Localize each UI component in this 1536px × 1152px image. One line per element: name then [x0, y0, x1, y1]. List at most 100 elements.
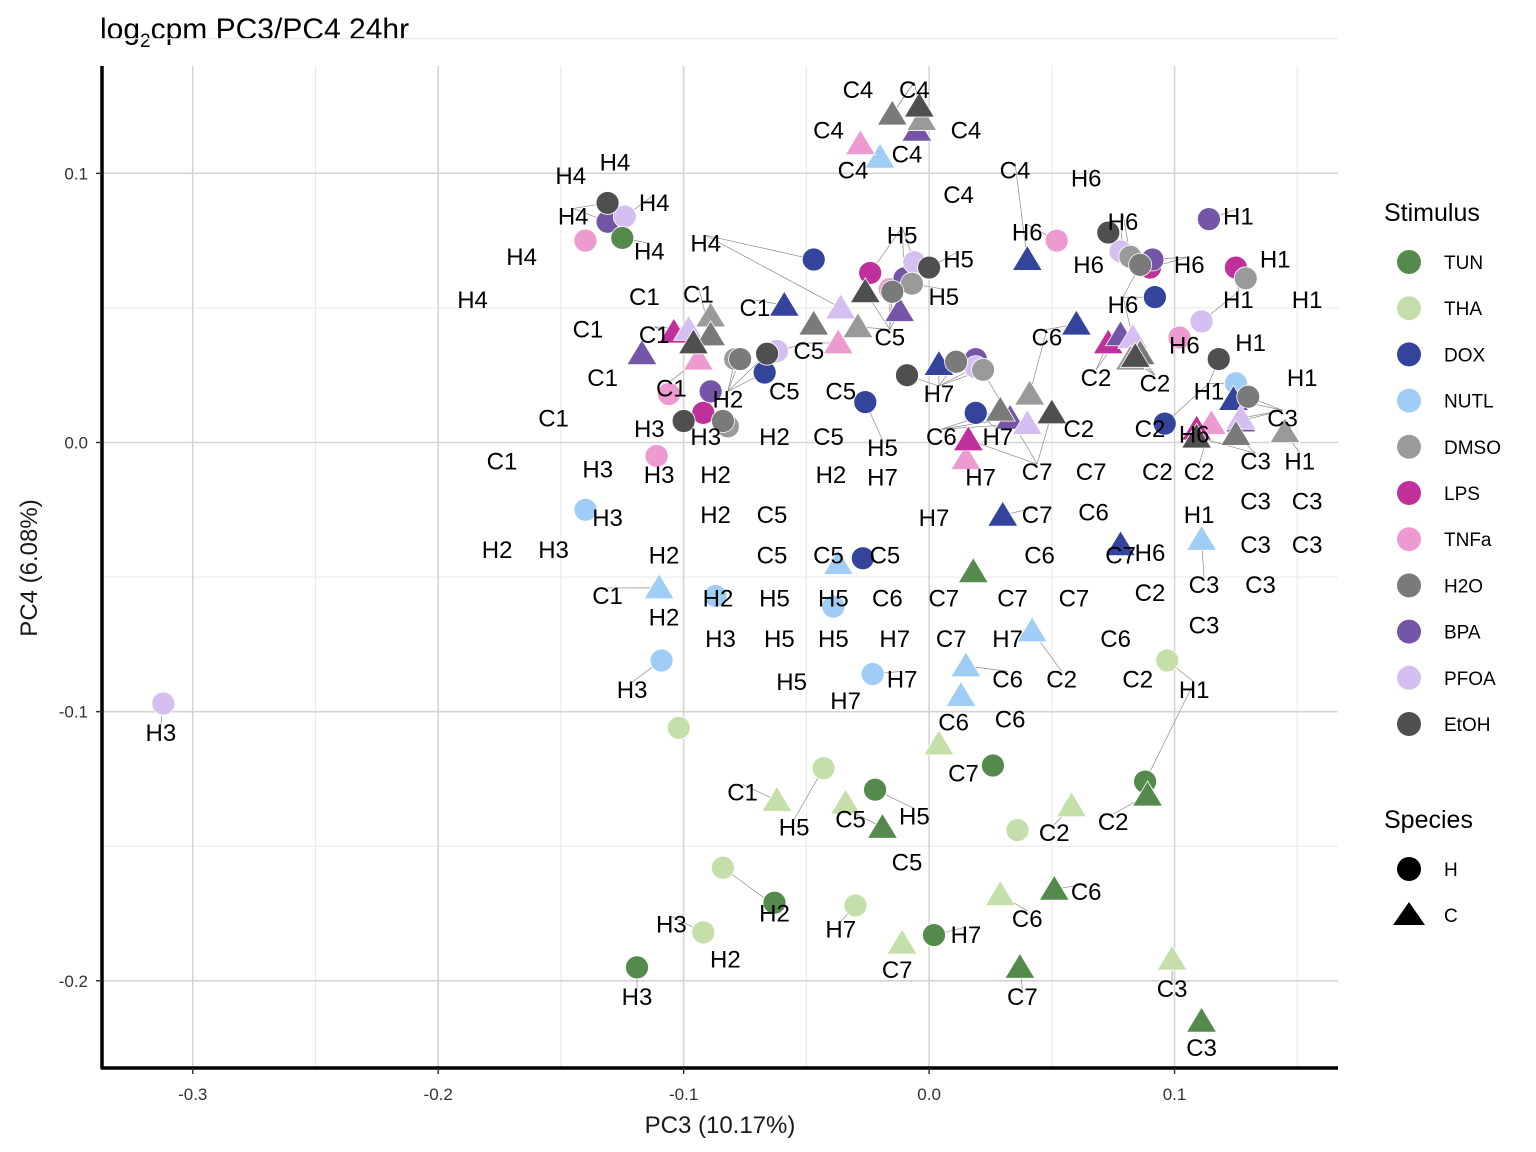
point-label: C5 [769, 378, 800, 405]
point-label: C3 [1245, 572, 1276, 599]
legend-stimulus-key [1397, 388, 1421, 413]
data-points [151, 91, 1301, 1033]
data-point [971, 357, 995, 382]
x-tick-label: -0.2 [424, 1085, 453, 1104]
point-label: C6 [1071, 879, 1102, 906]
point-label: C3 [1292, 532, 1323, 559]
point-label: H5 [776, 669, 807, 696]
point-label: H3 [656, 911, 687, 938]
data-point [849, 276, 881, 304]
point-label: H6 [1071, 166, 1102, 193]
point-label: H5 [759, 586, 790, 613]
point-label: C5 [813, 543, 844, 570]
data-point [711, 855, 735, 880]
point-label: H2 [649, 604, 680, 631]
point-label: C7 [1076, 459, 1107, 486]
point-label: C5 [874, 325, 905, 352]
legend-stimulus-key [1397, 619, 1421, 644]
data-point [952, 425, 985, 452]
point-label: C4 [892, 142, 923, 169]
point-label: C1 [538, 405, 569, 432]
data-point [573, 228, 598, 253]
point-label: H4 [639, 190, 670, 217]
point-label: C3 [1240, 489, 1271, 516]
data-point [711, 409, 735, 433]
legend-stimulus-key [1397, 296, 1421, 321]
leader-line [705, 234, 814, 260]
point-label: H3 [705, 626, 736, 653]
point-label: C7 [928, 586, 959, 613]
legend-stimulus-key [1397, 481, 1421, 505]
legend-stimulus-title: Stimulus [1384, 199, 1480, 227]
leader-line [705, 235, 841, 309]
point-label: H2 [700, 462, 731, 489]
data-point [863, 777, 888, 802]
data-point [666, 715, 691, 740]
chart-title: log2cpm PC3/PC4 24hr [100, 13, 409, 52]
data-point [694, 320, 727, 347]
data-point [1036, 398, 1068, 425]
point-label: C5 [870, 543, 901, 570]
point-label: H3 [690, 424, 721, 451]
x-tick-label: 0.1 [1163, 1085, 1187, 1104]
point-label: H2 [816, 462, 847, 489]
point-label: H2 [703, 586, 734, 613]
data-point [755, 341, 780, 366]
data-point [842, 311, 874, 339]
point-label: H2 [700, 502, 731, 529]
data-point [876, 99, 908, 126]
data-point [850, 546, 875, 571]
point-label: H1 [1287, 365, 1318, 392]
point-label: H5 [764, 626, 795, 653]
data-point [844, 128, 877, 156]
point-label: H1 [1223, 203, 1254, 230]
grid-lines [102, 38, 1338, 1068]
point-label: C2 [1135, 416, 1166, 443]
point-label: H2 [482, 537, 513, 564]
data-point [821, 594, 846, 619]
point-label: H4 [457, 287, 488, 314]
point-label: H2 [710, 946, 741, 973]
legend-stimulus-key [1397, 712, 1421, 736]
leader-line [968, 439, 1038, 465]
point-label: H6 [1179, 421, 1210, 448]
data-point [677, 328, 710, 355]
leader-line [1014, 162, 1028, 260]
point-label: C5 [757, 543, 788, 570]
legend-stimulus-label: THA [1444, 299, 1482, 320]
data-point [610, 226, 635, 250]
data-point [886, 928, 918, 955]
legend-stimulus-key [1397, 573, 1421, 598]
point-label: H2 [759, 424, 790, 451]
data-point [1167, 325, 1192, 350]
data-point [657, 382, 681, 406]
point-label: H5 [818, 626, 849, 653]
legend-species-key [1397, 857, 1421, 881]
point-label: H5 [779, 814, 810, 841]
point-label: C5 [892, 849, 923, 876]
data-point [957, 556, 989, 584]
data-point [643, 573, 675, 600]
point-label: C6 [926, 424, 957, 451]
data-point [987, 500, 1019, 527]
point-label: H4 [634, 238, 665, 265]
point-label: C1 [573, 316, 604, 343]
point-label: H1 [1292, 287, 1323, 314]
point-label: H6 [1135, 540, 1166, 567]
data-point [1189, 309, 1214, 334]
point-label: C1 [487, 448, 518, 475]
point-label: H3 [644, 462, 675, 489]
y-tick-label: -0.1 [59, 703, 88, 722]
data-point [843, 893, 868, 918]
data-point [698, 379, 723, 404]
legend-species-title: Species [1384, 806, 1473, 834]
point-label: H3 [634, 416, 665, 443]
data-point [922, 923, 946, 947]
point-label: H7 [887, 666, 918, 693]
point-label: H5 [818, 586, 849, 613]
data-point [768, 290, 800, 317]
point-label: C4 [899, 77, 930, 104]
point-label: H7 [879, 626, 910, 653]
data-point [1005, 818, 1030, 842]
data-point [703, 584, 728, 608]
